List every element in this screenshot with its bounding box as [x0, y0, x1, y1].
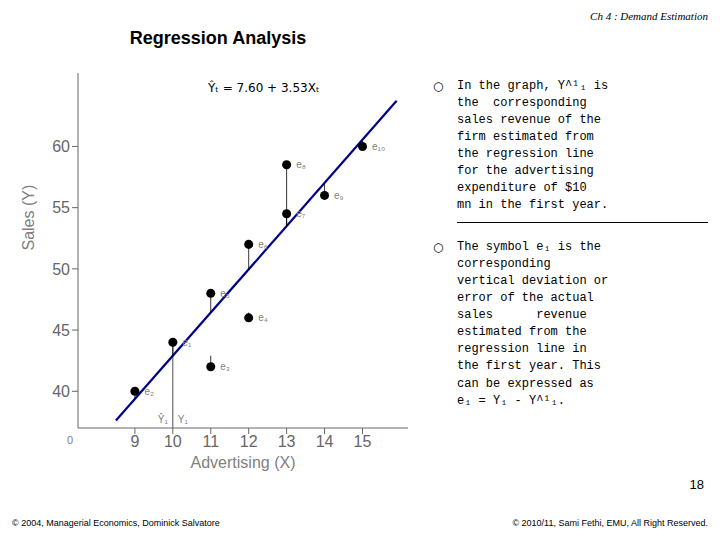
svg-text:e₁₀: e₁₀ — [372, 141, 385, 152]
svg-text:Sales (Y): Sales (Y) — [20, 185, 37, 251]
svg-text:e₈: e₈ — [296, 159, 306, 170]
svg-text:45: 45 — [52, 322, 70, 339]
svg-text:9: 9 — [130, 433, 139, 450]
svg-text:e₇: e₇ — [296, 208, 306, 219]
html-text:Ch 4 : Demand Estimation: Ch 4 : Demand Estimation — [590, 10, 708, 22]
svg-text:e₂: e₂ — [144, 386, 154, 397]
svg-text:e₁: e₁ — [182, 337, 192, 348]
html-text:© 2010/11, Sami Fethi, EMU, Al: © 2010/11, Sami Fethi, EMU, All Right Re… — [512, 518, 708, 528]
html-text:Regression Analysis: Regression Analysis — [129, 28, 307, 48]
svg-text:55: 55 — [52, 199, 70, 216]
svg-text:Ŷ₁: Ŷ₁ — [158, 413, 169, 425]
svg-text:e₃: e₃ — [220, 361, 230, 372]
svg-text:Advertising (X): Advertising (X) — [191, 454, 296, 471]
svg-text:e₅: e₅ — [220, 288, 230, 299]
html-text:In the graph, Y^¹₁ is the corr: In the graph, Y^¹₁ is the corresponding … — [457, 79, 609, 213]
svg-text:e₄: e₄ — [258, 312, 268, 323]
svg-text:e₆: e₆ — [258, 239, 268, 250]
svg-text:50: 50 — [52, 261, 70, 278]
svg-text:Y₁: Y₁ — [178, 414, 189, 425]
svg-text:e₉: e₉ — [334, 190, 344, 201]
svg-text:10: 10 — [164, 433, 182, 450]
svg-text:0: 0 — [67, 434, 73, 446]
html-text:The symbol e₁ is the correspon: The symbol e₁ is the corresponding verti… — [457, 240, 609, 408]
svg-text:12: 12 — [240, 433, 258, 450]
html-text:18: 18 — [689, 477, 704, 492]
svg-text:13: 13 — [278, 433, 296, 450]
svg-text:11: 11 — [202, 433, 219, 450]
html-text:Ŷₜ = 7.60 + 3.53Xₜ: Ŷₜ = 7.60 + 3.53Xₜ — [208, 81, 320, 95]
html-text:© 2004, Managerial Economics,: © 2004, Managerial Economics, Dominick S… — [12, 518, 220, 528]
svg-text:60: 60 — [52, 138, 70, 155]
svg-text:15: 15 — [354, 433, 372, 450]
svg-text:14: 14 — [316, 433, 334, 450]
svg-text:40: 40 — [52, 383, 70, 400]
